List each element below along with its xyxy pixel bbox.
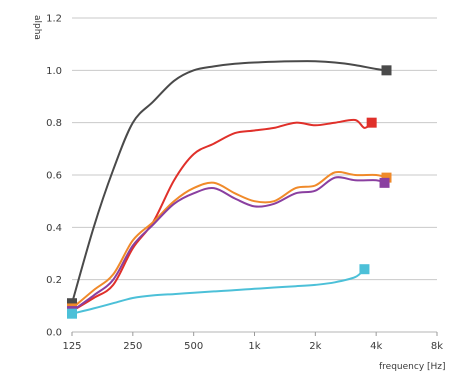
- series-line-1: [71, 60, 388, 305]
- series-1-start-marker: [67, 298, 77, 309]
- x-tick-label: 8k: [431, 341, 443, 352]
- series-1-end-marker: [381, 65, 392, 76]
- series-5-end-marker: [359, 264, 370, 275]
- y-tick-label: 0.6: [46, 171, 62, 182]
- series-2-end-marker: [366, 117, 377, 128]
- y-tick-label: 0.2: [46, 275, 62, 286]
- y-tick-label: 0.4: [46, 223, 62, 234]
- x-tick-labels: 125 250 500 1k 2k 4k 8k: [62, 341, 443, 352]
- y-tick-label: 1.2: [46, 14, 62, 25]
- series-3-end-marker: [381, 172, 392, 183]
- series-layer: [71, 60, 388, 315]
- x-tick-label: 4k: [370, 341, 382, 352]
- x-tick-label: 125: [62, 341, 81, 352]
- x-axis-label: frequency [Hz]: [379, 362, 446, 372]
- series-line-4: [71, 176, 386, 313]
- marker-layer: [67, 65, 392, 319]
- y-axis-label: alpha: [32, 15, 42, 40]
- series-4-end-marker: [379, 177, 390, 188]
- x-tick-label: 500: [184, 341, 203, 352]
- series-5-start-marker: [67, 308, 77, 319]
- x-tick-label: 250: [123, 341, 142, 352]
- x-tick-label: 2k: [309, 341, 321, 352]
- series-line-3: [71, 170, 388, 310]
- y-tick-label: 0.0: [46, 328, 62, 339]
- y-tick-labels: 0.0 0.2 0.4 0.6 0.8 1.0 1.2: [46, 14, 62, 339]
- series-line-2: [71, 118, 373, 313]
- y-tick-label: 0.8: [46, 118, 62, 129]
- series-line-5: [71, 268, 366, 315]
- y-tick-label: 1.0: [46, 66, 62, 77]
- x-tick-label: 1k: [248, 341, 260, 352]
